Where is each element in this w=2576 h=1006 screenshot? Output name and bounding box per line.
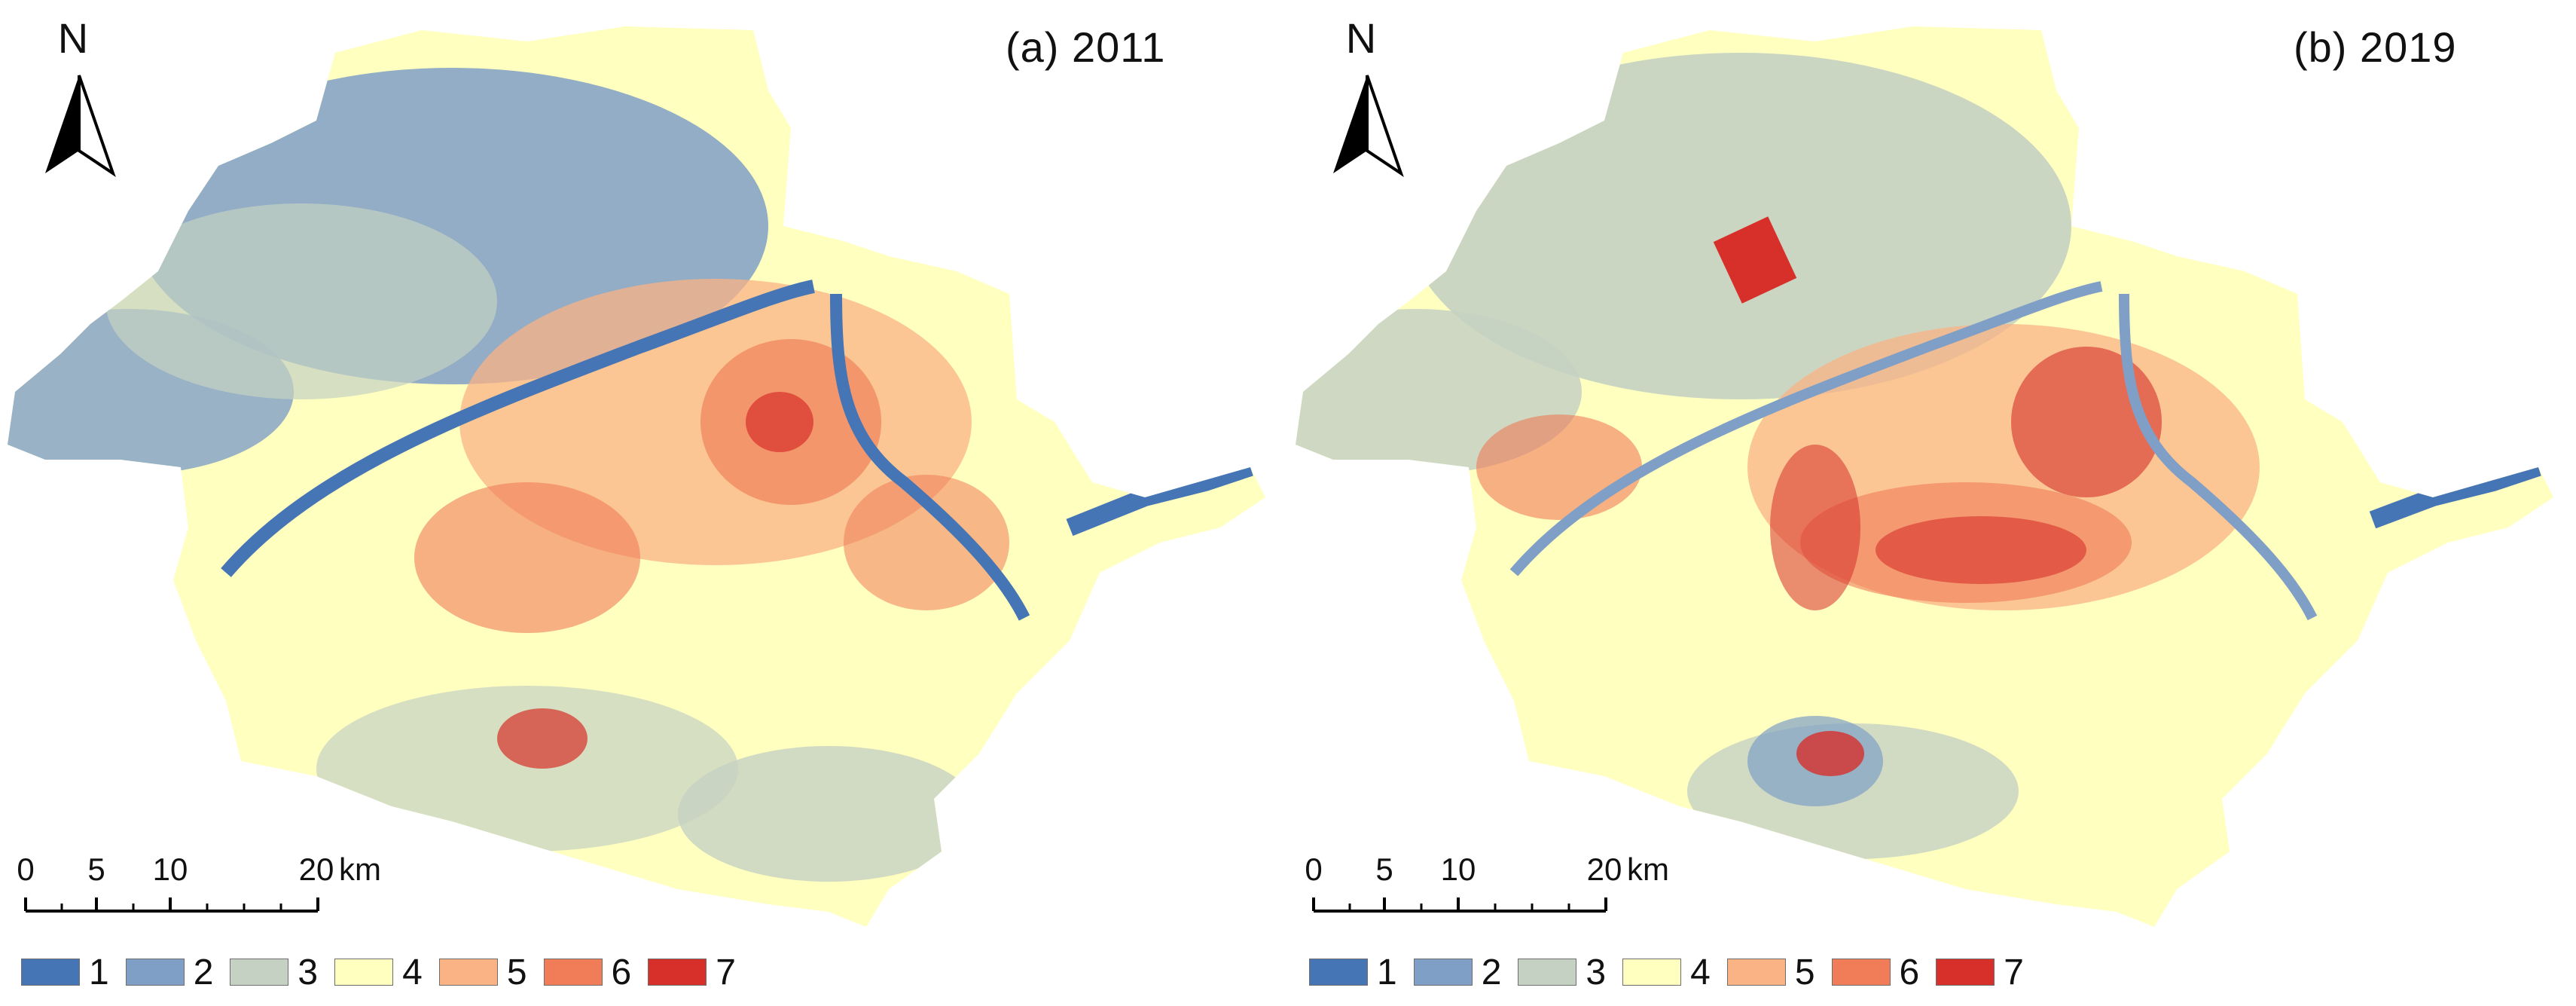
legend-label: 4 xyxy=(1690,952,1711,992)
legend-item: 3 xyxy=(1518,952,1606,993)
scale-bar: 0 5 10 20 km xyxy=(1305,852,1669,919)
legend-swatch xyxy=(648,959,707,986)
legend-item: 6 xyxy=(543,952,632,993)
legend-item: 1 xyxy=(1309,952,1397,993)
map-panel-2011: (a) 2011 N 0 5 10 20 km 1 2 xyxy=(8,14,1265,995)
legend: 1 2 3 4 5 6 7 xyxy=(1309,949,2040,995)
legend-swatch xyxy=(21,959,80,986)
legend-swatch xyxy=(1309,959,1368,986)
raster-map-2011 xyxy=(8,26,1265,927)
legend: 1 2 3 4 5 6 7 xyxy=(21,949,752,995)
legend-swatch xyxy=(1622,959,1682,986)
legend-item: 5 xyxy=(1726,952,1815,993)
legend-label: 2 xyxy=(193,952,214,992)
legend-label: 3 xyxy=(298,952,319,992)
scale-tick-5: 5 xyxy=(1375,852,1393,887)
legend-swatch xyxy=(543,959,603,986)
scale-bar: 0 5 10 20 km xyxy=(17,852,381,919)
legend-label: 1 xyxy=(89,952,109,992)
scale-tick-20: 20 xyxy=(1586,852,1622,887)
legend-item: 7 xyxy=(1936,952,2024,993)
panel-title: (b) 2019 xyxy=(2294,23,2457,71)
legend-label: 5 xyxy=(506,952,527,992)
scale-tick-0: 0 xyxy=(1305,852,1323,887)
legend-label: 2 xyxy=(1481,952,1502,992)
scale-tick-20: 20 xyxy=(298,852,334,887)
legend-swatch xyxy=(1831,959,1891,986)
legend-item: 4 xyxy=(334,952,423,993)
legend-item: 7 xyxy=(648,952,736,993)
legend-item: 1 xyxy=(21,952,109,993)
legend-label: 7 xyxy=(716,952,736,992)
legend-label: 6 xyxy=(1899,952,1920,992)
legend-swatch xyxy=(230,959,289,986)
map-panel-2019: (b) 2019 N 0 5 10 20 km 1 2 xyxy=(1288,0,2576,1006)
panel-title: (a) 2011 xyxy=(1006,23,1166,71)
legend-label: 3 xyxy=(1586,952,1607,992)
legend-swatch xyxy=(1726,959,1786,986)
legend-swatch xyxy=(125,959,185,986)
legend-item: 2 xyxy=(1413,952,1502,993)
legend-label: 5 xyxy=(1794,952,1815,992)
legend-label: 1 xyxy=(1377,952,1397,992)
legend-item: 6 xyxy=(1831,952,1920,993)
legend-swatch xyxy=(1413,959,1473,986)
scale-tick-10: 10 xyxy=(1440,852,1476,887)
scale-unit: km xyxy=(339,852,381,887)
legend-swatch xyxy=(1518,959,1577,986)
raster-map-2019 xyxy=(1296,26,2553,927)
scale-tick-10: 10 xyxy=(152,852,188,887)
north-label: N xyxy=(57,14,89,62)
legend-item: 5 xyxy=(438,952,527,993)
scale-line xyxy=(24,897,319,913)
legend-label: 4 xyxy=(402,952,423,992)
scale-tick-5: 5 xyxy=(87,852,105,887)
legend-swatch xyxy=(438,959,498,986)
north-arrow-icon xyxy=(45,75,116,177)
legend-label: 6 xyxy=(611,952,632,992)
legend-label: 7 xyxy=(2004,952,2024,992)
scale-unit: km xyxy=(1627,852,1669,887)
legend-item: 2 xyxy=(125,952,214,993)
legend-item: 4 xyxy=(1622,952,1711,993)
legend-item: 3 xyxy=(230,952,318,993)
north-arrow-icon xyxy=(1333,75,1404,177)
legend-swatch xyxy=(334,959,394,986)
scale-tick-0: 0 xyxy=(17,852,35,887)
scale-line xyxy=(1312,897,1607,913)
north-label: N xyxy=(1345,14,1377,62)
legend-swatch xyxy=(1936,959,1995,986)
